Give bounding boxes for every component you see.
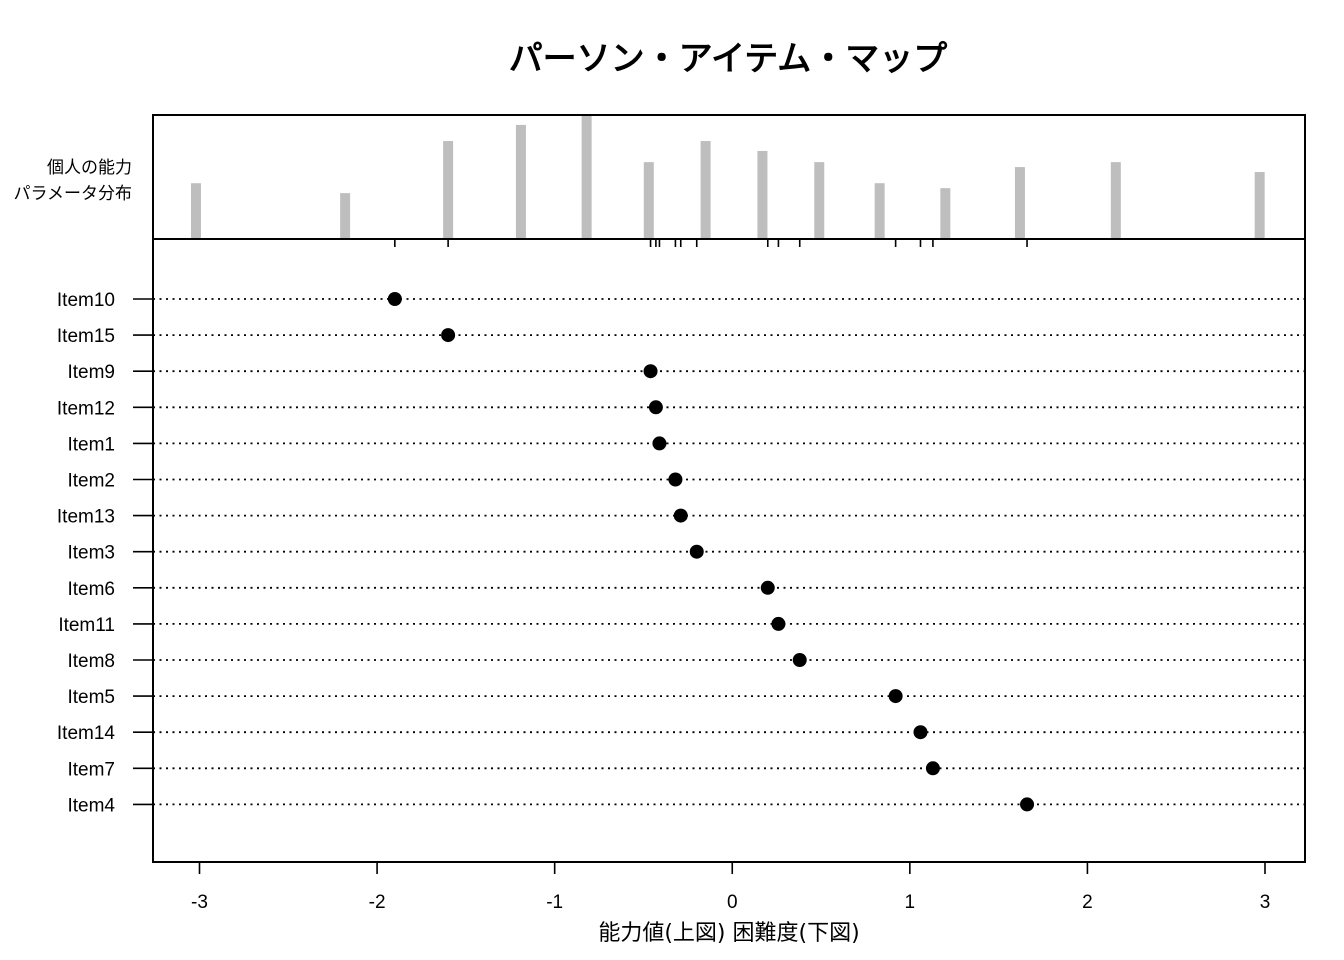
item-point — [771, 616, 786, 631]
distribution-bar — [515, 124, 526, 239]
distribution-label-line-1: 個人の能力 — [47, 158, 132, 178]
distribution-bar — [700, 141, 711, 239]
item-label: Item1 — [67, 434, 115, 455]
x-tick-label: -1 — [546, 892, 563, 913]
item-difficulty-rug — [394, 239, 1028, 247]
item-rows: Item10 Item15 Item9 Item12 Item1 Item2 Item13 I… — [57, 290, 1305, 816]
item-point — [760, 580, 775, 595]
item-point — [673, 508, 688, 523]
item-label: Item8 — [67, 651, 115, 672]
item-point — [648, 400, 663, 415]
item-label: Item14 — [57, 723, 116, 744]
item-label: Item9 — [67, 362, 115, 383]
item-label: Item15 — [57, 326, 115, 347]
distribution-bar — [874, 183, 885, 239]
person-distribution-bars — [190, 115, 1265, 239]
item-panel-frame — [152, 238, 1306, 863]
item-point — [925, 761, 940, 776]
x-tick-label: 3 — [1260, 892, 1271, 913]
item-point — [643, 364, 658, 379]
item-label: Item6 — [67, 579, 115, 600]
item-point — [668, 472, 683, 487]
x-tick-label: 1 — [905, 892, 916, 913]
item-label: Item3 — [67, 543, 115, 564]
item-point — [792, 653, 807, 667]
item-point — [1020, 797, 1035, 812]
x-tick-label: -2 — [369, 892, 386, 913]
item-label: Item11 — [58, 615, 115, 636]
item-label: Item12 — [57, 398, 115, 419]
distribution-bar — [340, 193, 351, 239]
item-point — [913, 725, 928, 740]
chart-title: パーソン・アイテム・マップ — [509, 39, 948, 79]
x-tick-label: 2 — [1082, 892, 1093, 913]
distribution-bar — [443, 141, 454, 239]
item-point — [652, 436, 667, 451]
item-label: Item7 — [67, 759, 115, 780]
x-axis: -3 -2 -1 0 1 2 3 — [191, 862, 1270, 913]
distribution-panel-frame — [152, 114, 1306, 240]
item-label: Item5 — [67, 687, 115, 708]
item-point — [387, 292, 402, 306]
item-point — [441, 328, 456, 343]
item-point — [888, 689, 903, 704]
distribution-bar — [757, 150, 768, 239]
distribution-bar — [581, 115, 592, 239]
distribution-bar — [940, 188, 951, 239]
distribution-bar — [190, 183, 201, 239]
x-axis-label: 能力値(上図) 困難度(下図) — [598, 921, 859, 946]
item-label: Item4 — [67, 795, 115, 816]
x-tick-label: -3 — [191, 892, 208, 913]
distribution-bar — [1014, 167, 1025, 239]
distribution-bar — [643, 162, 654, 239]
distribution-bar — [1254, 172, 1265, 239]
item-label: Item10 — [57, 290, 115, 311]
x-tick-label: 0 — [727, 892, 738, 913]
item-point — [689, 544, 704, 559]
item-label: Item2 — [67, 471, 115, 492]
item-label: Item13 — [57, 507, 115, 528]
distribution-label-line-2: パラメータ分布 — [14, 184, 133, 204]
distribution-bar — [814, 162, 825, 239]
distribution-bar — [1110, 162, 1121, 239]
